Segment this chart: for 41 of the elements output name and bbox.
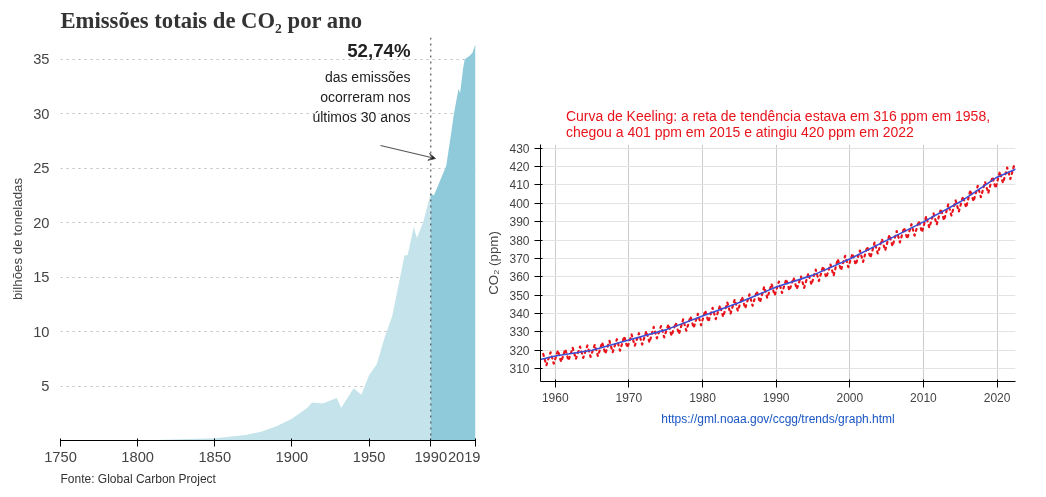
x-tick-label: 1990: [762, 390, 790, 405]
x-tick-label: 1800: [121, 448, 154, 465]
y-tick-label: 390: [509, 215, 530, 230]
x-tick-label: 1990: [414, 448, 448, 465]
x-tick-label: 2019: [447, 448, 481, 465]
x-tick-label: 2020: [983, 390, 1011, 405]
annotation: 52,74% das emissões ocorreram nos últimos 30 anos: [312, 39, 411, 125]
y-tick-label: 430: [509, 141, 530, 156]
y-tick-label: 10: [33, 323, 50, 340]
y-tick-label: 340: [509, 307, 530, 322]
y-tick-label: 310: [509, 362, 530, 377]
y-tick-label: 320: [509, 343, 530, 358]
y-tick-label: 5: [41, 378, 50, 395]
x-tick-label: 1850: [198, 448, 232, 465]
x-tick-label: 1750: [44, 448, 77, 465]
y-tick-label: 30: [33, 105, 50, 122]
source-note: Fonte: Global Carbon Project: [60, 471, 217, 486]
y-tick-label: 380: [509, 233, 530, 248]
y-tick-label: 15: [33, 269, 50, 286]
y-tick-label: 35: [33, 51, 50, 68]
y-tick-label: 360: [509, 270, 530, 285]
y-axis-title: CO₂ (ppm): [486, 231, 502, 295]
x-tick-label: 1950: [352, 448, 386, 465]
y-tick-label: 25: [33, 160, 50, 177]
x-tick-label: 1980: [689, 390, 717, 405]
y-tick-label: 330: [509, 325, 530, 340]
x-tick-label: 1970: [615, 390, 643, 405]
x-tick-label: 2010: [910, 390, 938, 405]
y-axis-title: bilhões de toneladas: [10, 177, 26, 301]
x-tick-label: 2000: [836, 390, 864, 405]
y-tick-label: 410: [509, 178, 530, 193]
y-tick-label: 420: [509, 160, 530, 175]
y-tick-label: 400: [509, 196, 530, 211]
chart-title: Curva de Keeling: a reta de tendência estava em 316 ppm em 1958, chegou a 401 ppm em 2015 e atingiu 420 ppm em 2022: [565, 107, 991, 140]
x-tick-label: 1900: [275, 448, 309, 465]
y-tick-label: 350: [509, 288, 530, 303]
text: https://gml.noaa.gov/ccgg/trends/graph.html: [661, 411, 895, 426]
y-tick-label: 20: [33, 214, 50, 231]
chart-title: Emissões totais de CO₂ por ano: [60, 7, 363, 33]
x-tick-label: 1960: [541, 390, 569, 405]
y-tick-label: 370: [509, 251, 530, 266]
